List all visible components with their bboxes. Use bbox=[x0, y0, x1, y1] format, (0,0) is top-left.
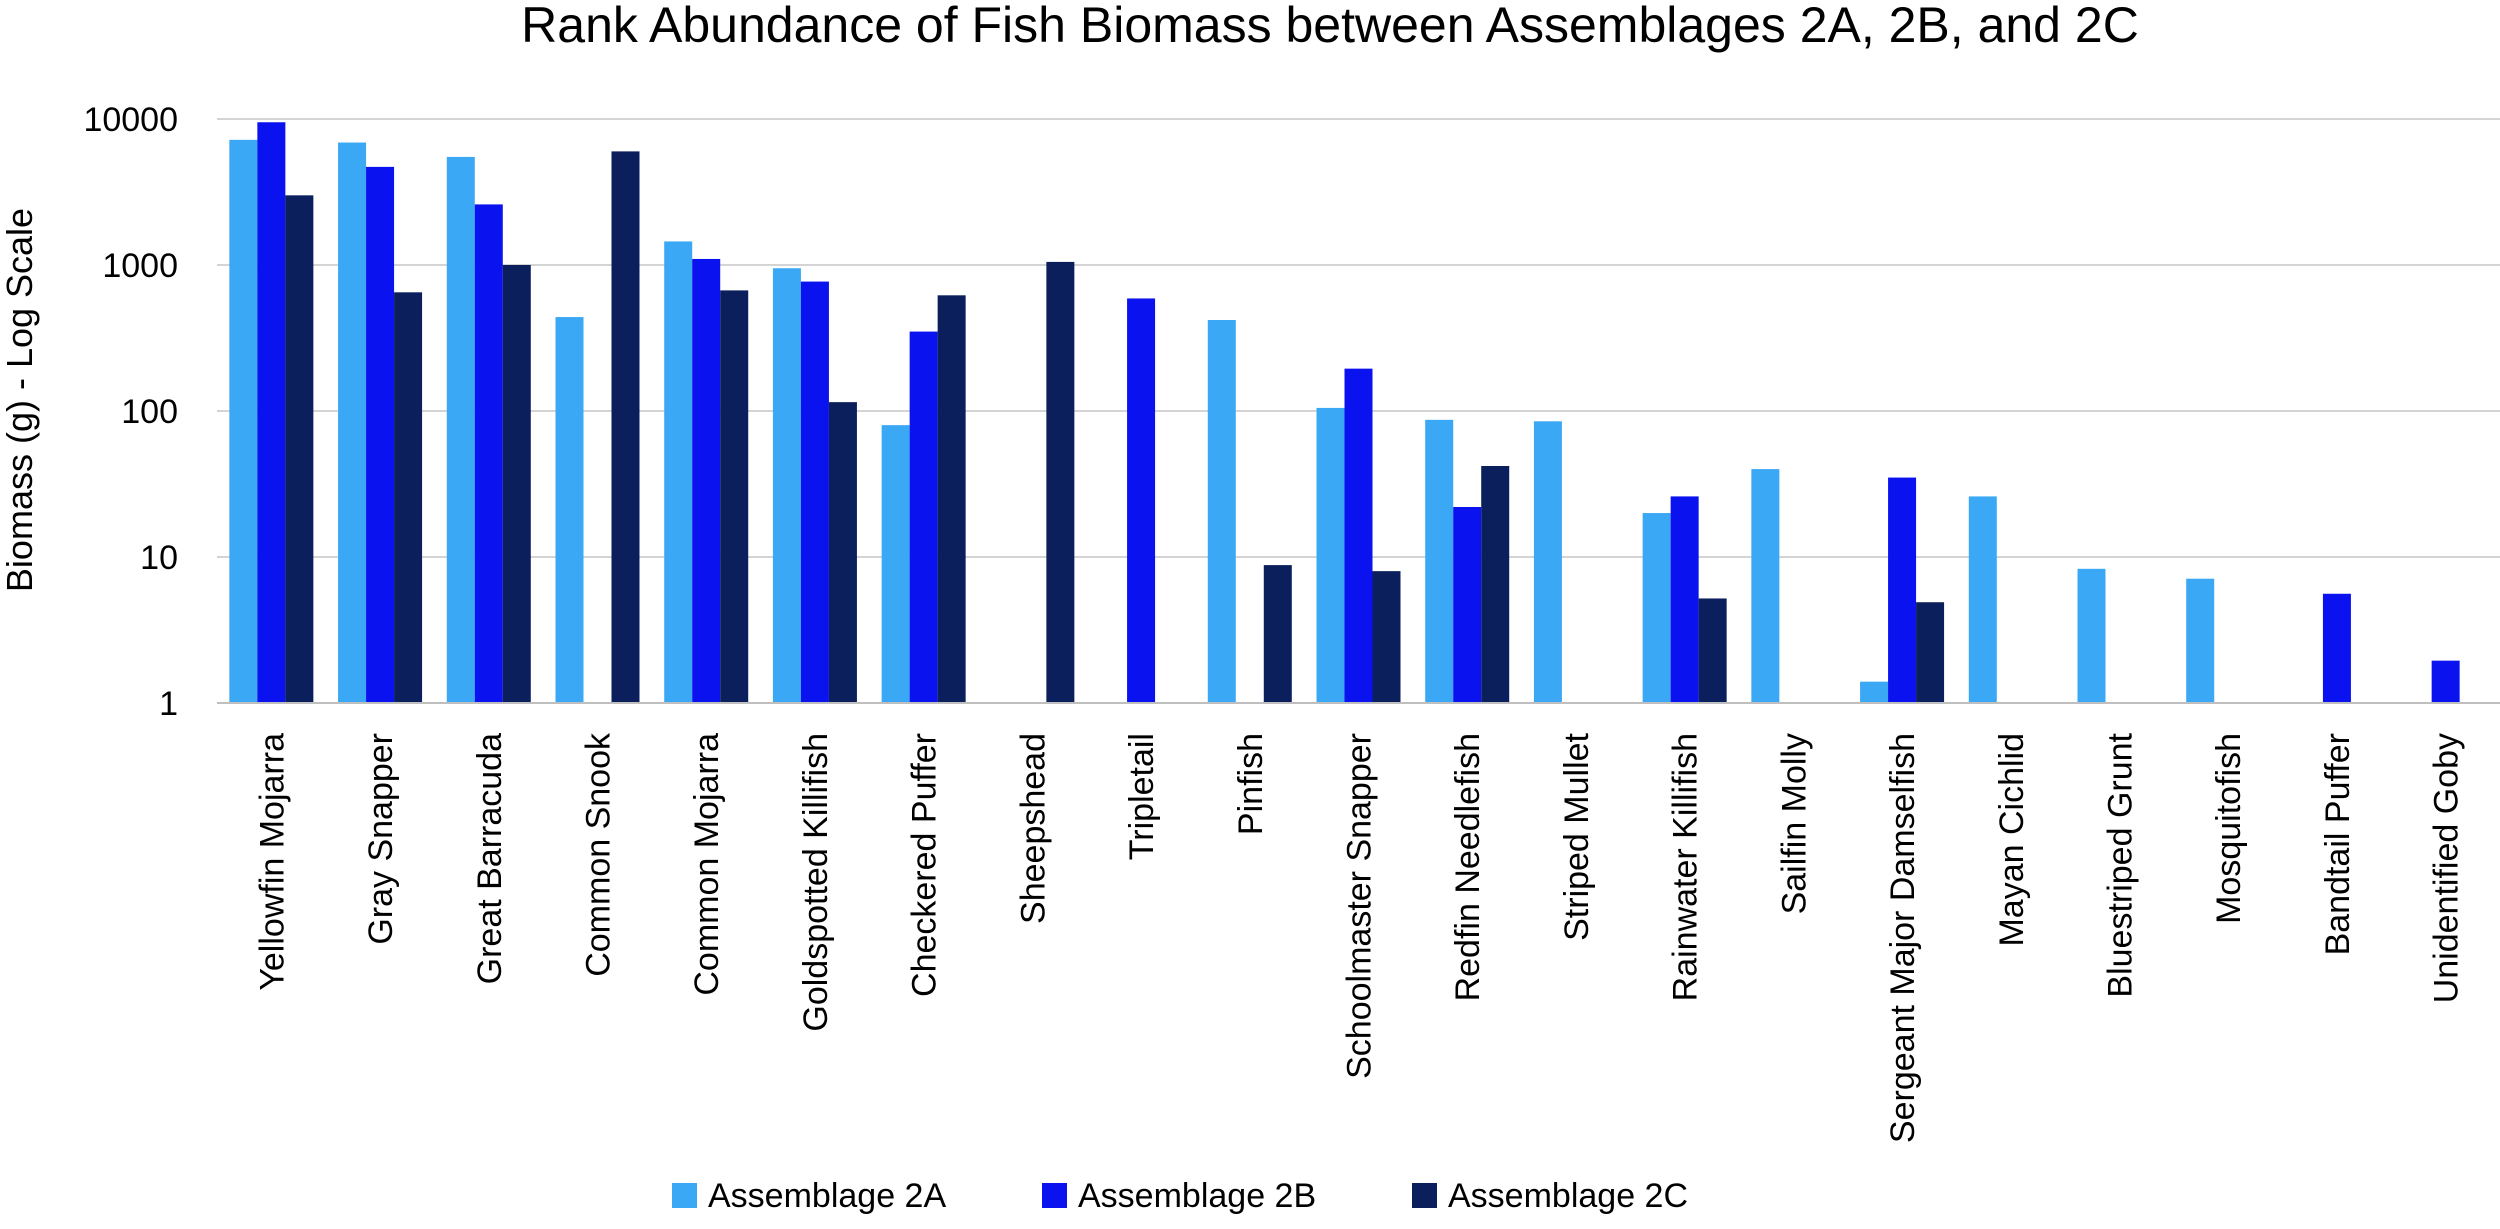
bar bbox=[1670, 496, 1699, 703]
y-tick-label: 100 bbox=[121, 393, 178, 431]
legend: Assemblage 2A Assemblage 2B Assemblage 2C bbox=[672, 1177, 1688, 1215]
bar bbox=[2431, 660, 2460, 703]
bar bbox=[555, 317, 584, 703]
bar bbox=[937, 295, 966, 703]
bar bbox=[229, 139, 258, 703]
bar bbox=[1316, 407, 1345, 703]
legend-swatch bbox=[1412, 1183, 1437, 1208]
bar bbox=[474, 204, 503, 704]
x-tick-label: Mosquitofish bbox=[2210, 733, 2248, 924]
bar bbox=[664, 241, 693, 703]
x-tick-label: Bluestriped Grunt bbox=[2102, 732, 2140, 997]
bar bbox=[1751, 469, 1780, 703]
bar bbox=[2077, 568, 2106, 703]
bar bbox=[1642, 513, 1671, 703]
legend-label: Assemblage 2C bbox=[1448, 1177, 1688, 1215]
x-tick-label: Tripletail bbox=[1123, 733, 1161, 860]
bar bbox=[611, 151, 640, 704]
y-tick-label: 10000 bbox=[83, 101, 178, 139]
y-axis-label: Biomass (g) - Log Scale bbox=[0, 208, 40, 592]
legend-label: Assemblage 2B bbox=[1078, 1177, 1316, 1215]
bar bbox=[692, 258, 721, 703]
bar bbox=[1481, 466, 1510, 703]
x-tick-label: Redfin Needlefish bbox=[1449, 733, 1487, 1001]
bar bbox=[1425, 419, 1454, 703]
bar bbox=[2322, 593, 2351, 703]
bar bbox=[720, 290, 749, 703]
x-tick-label: Pinfish bbox=[1232, 733, 1270, 835]
y-tick-label: 1000 bbox=[102, 247, 178, 285]
bar bbox=[2186, 578, 2215, 703]
legend-label: Assemblage 2A bbox=[708, 1177, 946, 1215]
x-tick-label: Common Snook bbox=[580, 732, 618, 977]
x-tick-label: Yellowfin Mojarra bbox=[253, 733, 291, 991]
bar bbox=[772, 268, 801, 703]
x-tick-label: Gray Snapper bbox=[362, 733, 400, 945]
bar bbox=[1207, 320, 1236, 703]
x-tick-label: Goldspotted Killifish bbox=[797, 733, 835, 1032]
bar bbox=[828, 402, 857, 703]
bar bbox=[800, 281, 829, 703]
bar bbox=[909, 331, 938, 703]
bar bbox=[338, 142, 367, 704]
y-axis-ticks: 1 10 100 1000 10000 bbox=[83, 101, 178, 723]
x-tick-label: Unidentified Goby bbox=[2428, 733, 2466, 1003]
x-tick-label: Rainwater Killifish bbox=[1667, 733, 1705, 1001]
x-tick-label: Sergeant Major Damselfish bbox=[1884, 733, 1922, 1143]
bar bbox=[1453, 507, 1482, 703]
bar bbox=[502, 265, 531, 703]
x-tick-label: Checkered Puffer bbox=[906, 733, 944, 997]
bar bbox=[1344, 368, 1373, 703]
bar bbox=[394, 292, 423, 703]
bar bbox=[1372, 571, 1401, 703]
x-tick-label: Striped Mullet bbox=[1558, 732, 1596, 940]
y-tick-label: 1 bbox=[159, 685, 178, 723]
bar bbox=[1860, 681, 1889, 703]
bar bbox=[881, 425, 910, 703]
y-tick-label: 10 bbox=[140, 539, 178, 577]
bar bbox=[446, 156, 475, 703]
bar bbox=[1968, 496, 1997, 703]
x-tick-label: Mayan Cichlid bbox=[1993, 733, 2031, 947]
x-axis-ticks: Yellowfin Mojarra Gray Snapper Great Barra… bbox=[253, 732, 2465, 1143]
x-tick-label: Common Mojarra bbox=[688, 733, 726, 996]
bar bbox=[366, 166, 395, 703]
x-tick-label: Schoolmaster Snapper bbox=[1341, 733, 1379, 1079]
bar bbox=[1263, 565, 1292, 703]
legend-swatch bbox=[1042, 1183, 1067, 1208]
bar bbox=[1888, 477, 1917, 703]
bar bbox=[1533, 421, 1562, 703]
x-tick-label: Sailfin Molly bbox=[1775, 733, 1813, 914]
chart-title: Rank Abundance of Fish Biomass between A… bbox=[521, 0, 2139, 53]
bar bbox=[1698, 598, 1727, 703]
bar bbox=[1127, 298, 1156, 703]
x-tick-label: Sheepshead bbox=[1014, 733, 1052, 924]
legend-swatch bbox=[672, 1183, 697, 1208]
bar bbox=[285, 195, 314, 703]
x-tick-label: Great Barracuda bbox=[471, 733, 509, 984]
x-tick-label: Bandtail Puffer bbox=[2319, 733, 2357, 955]
bar bbox=[1916, 602, 1945, 703]
bars bbox=[229, 122, 2460, 704]
bar bbox=[1046, 261, 1075, 703]
bar bbox=[257, 122, 286, 704]
